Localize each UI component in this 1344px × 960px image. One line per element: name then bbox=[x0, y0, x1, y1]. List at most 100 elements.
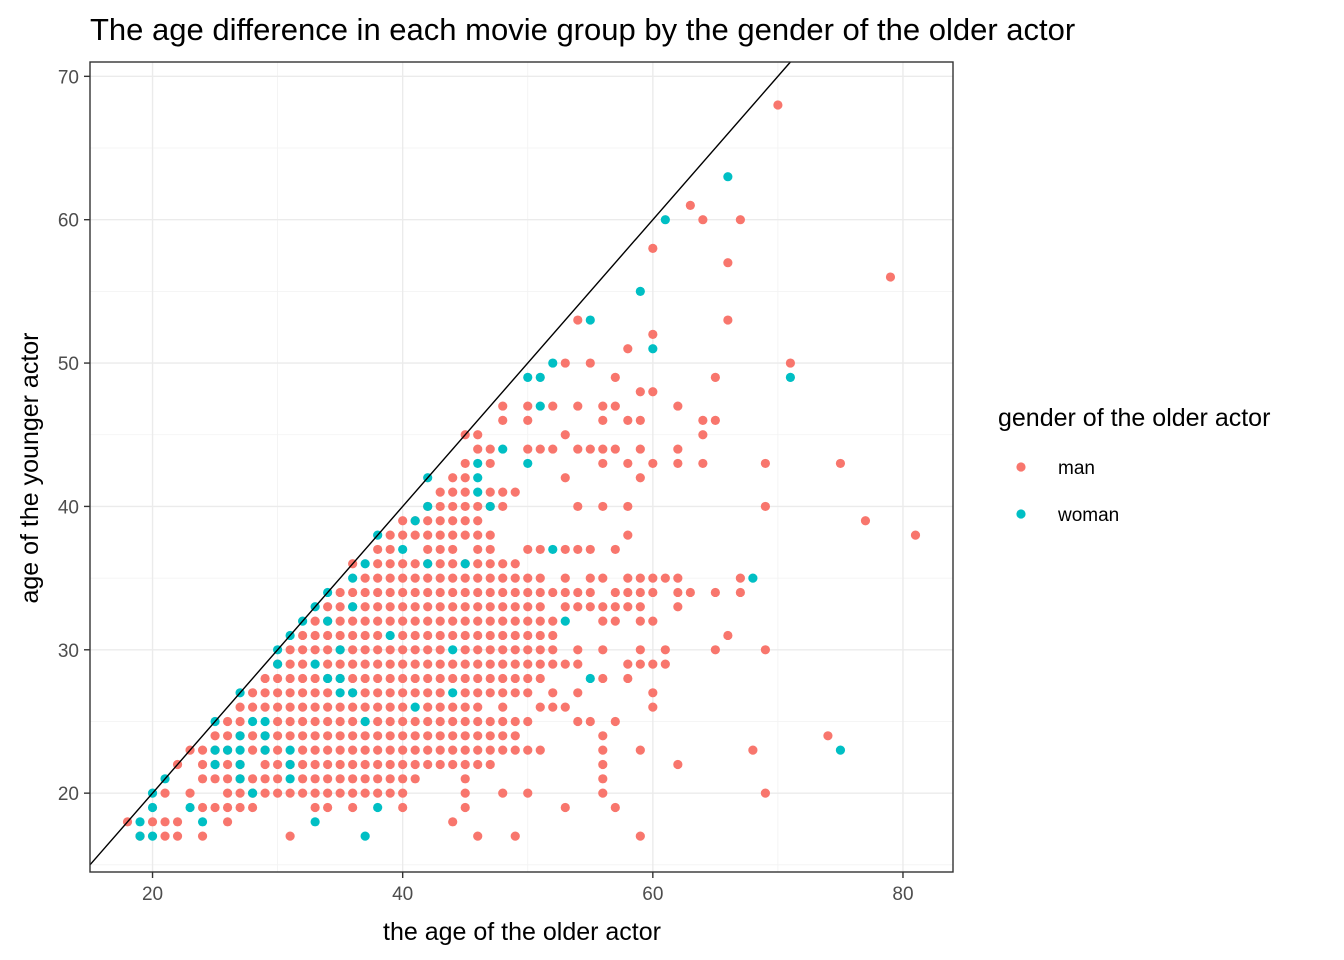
point-woman bbox=[323, 673, 333, 684]
point-man bbox=[523, 659, 533, 669]
point-man bbox=[398, 530, 408, 540]
point-woman bbox=[498, 444, 508, 454]
point-man bbox=[648, 243, 658, 253]
point-man bbox=[298, 774, 308, 784]
point-man bbox=[285, 673, 295, 684]
point-man bbox=[398, 759, 408, 770]
point-man bbox=[222, 788, 233, 798]
point-man bbox=[460, 802, 470, 813]
point-man bbox=[435, 673, 445, 684]
point-man bbox=[423, 731, 433, 741]
point-woman bbox=[398, 544, 408, 555]
point-man bbox=[460, 702, 470, 712]
point-man bbox=[448, 473, 458, 483]
point-woman bbox=[348, 602, 358, 612]
point-man bbox=[460, 774, 470, 784]
point-man bbox=[235, 716, 245, 727]
point-man bbox=[598, 745, 608, 755]
point-man bbox=[648, 329, 658, 339]
point-woman bbox=[560, 616, 570, 626]
point-woman bbox=[285, 745, 295, 755]
point-man bbox=[298, 759, 308, 770]
point-man bbox=[273, 759, 283, 770]
point-man bbox=[523, 401, 533, 411]
point-man bbox=[398, 788, 408, 798]
point-woman bbox=[247, 716, 258, 727]
point-man bbox=[473, 731, 483, 741]
point-man bbox=[598, 444, 608, 454]
point-man bbox=[585, 716, 595, 727]
point-man bbox=[323, 731, 333, 741]
point-man bbox=[385, 616, 395, 626]
point-man bbox=[348, 659, 358, 669]
point-man bbox=[610, 587, 620, 598]
point-man bbox=[410, 659, 420, 669]
point-woman bbox=[448, 645, 458, 655]
point-man bbox=[485, 602, 495, 612]
point-man bbox=[548, 645, 558, 655]
point-man bbox=[498, 587, 508, 598]
point-man bbox=[398, 602, 408, 612]
point-man bbox=[548, 616, 558, 626]
point-man bbox=[710, 415, 720, 426]
point-man bbox=[485, 659, 495, 669]
point-man bbox=[435, 487, 445, 497]
point-man bbox=[360, 573, 370, 583]
point-woman bbox=[385, 630, 395, 641]
point-man bbox=[473, 530, 483, 540]
point-man bbox=[573, 716, 583, 727]
point-man bbox=[310, 802, 320, 813]
point-man bbox=[435, 587, 445, 598]
point-man bbox=[498, 616, 508, 626]
point-man bbox=[885, 272, 896, 282]
point-man bbox=[548, 659, 558, 669]
point-woman bbox=[235, 774, 245, 784]
point-man bbox=[473, 759, 483, 770]
point-man bbox=[473, 659, 483, 669]
point-man bbox=[473, 645, 483, 655]
point-man bbox=[348, 616, 358, 626]
point-man bbox=[448, 516, 458, 526]
y-tick-label: 20 bbox=[58, 784, 79, 805]
point-man bbox=[510, 716, 520, 727]
point-man bbox=[197, 831, 208, 841]
point-man bbox=[485, 559, 495, 569]
point-man bbox=[673, 602, 683, 612]
point-man bbox=[623, 587, 633, 598]
point-man bbox=[435, 759, 445, 770]
point-man bbox=[535, 587, 545, 598]
point-man bbox=[573, 688, 583, 698]
point-man bbox=[348, 731, 358, 741]
point-man bbox=[273, 688, 283, 698]
legend-label-woman: woman bbox=[1057, 505, 1119, 526]
point-man bbox=[323, 645, 333, 655]
point-man bbox=[448, 673, 458, 684]
point-man bbox=[323, 716, 333, 727]
point-man bbox=[360, 702, 370, 712]
point-man bbox=[723, 315, 733, 325]
point-man bbox=[448, 573, 458, 583]
point-man bbox=[285, 688, 295, 698]
point-man bbox=[435, 688, 445, 698]
point-woman bbox=[335, 688, 345, 698]
point-man bbox=[310, 731, 320, 741]
point-man bbox=[598, 774, 608, 784]
point-man bbox=[585, 587, 595, 598]
point-man bbox=[535, 673, 545, 684]
point-man bbox=[385, 673, 395, 684]
point-man bbox=[460, 688, 470, 698]
point-man bbox=[435, 501, 445, 512]
point-man bbox=[373, 688, 383, 698]
point-man bbox=[348, 630, 358, 641]
point-man bbox=[385, 745, 395, 755]
point-man bbox=[573, 444, 583, 454]
point-man bbox=[548, 688, 558, 698]
point-man bbox=[172, 817, 183, 827]
point-woman bbox=[460, 559, 470, 569]
point-man bbox=[510, 645, 520, 655]
point-man bbox=[623, 344, 633, 354]
point-man bbox=[673, 401, 683, 411]
point-man bbox=[298, 716, 308, 727]
point-man bbox=[373, 774, 383, 784]
